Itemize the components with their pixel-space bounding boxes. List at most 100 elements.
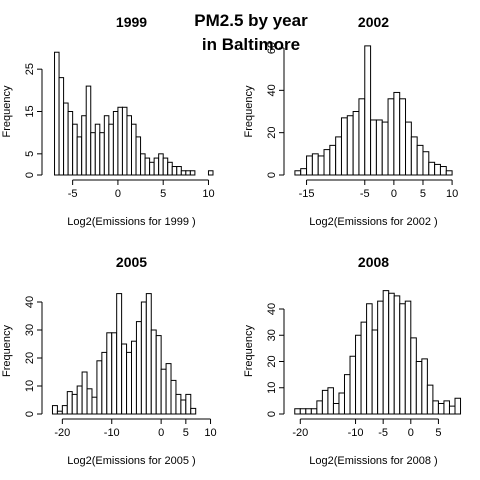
histogram-bar [61, 405, 68, 415]
y-tick-label: 20 [24, 352, 36, 364]
y-tick-label: 10 [24, 380, 36, 392]
x-tick-label: -5 [360, 188, 370, 200]
y-tick-label: 40 [24, 296, 36, 308]
histogram-bar [99, 132, 105, 176]
histogram-bar [185, 170, 191, 176]
y-axis-label: Frequency [243, 325, 255, 377]
histogram-bar [360, 321, 368, 415]
histogram-bar [150, 329, 157, 415]
histogram-bar [388, 292, 395, 415]
histogram-bar [366, 303, 373, 415]
histogram-bar [311, 153, 319, 176]
x-tick-label: -5 [68, 188, 78, 200]
x-tick-label: 5 [435, 427, 441, 439]
histogram-bar [343, 374, 351, 415]
x-tick-label: -15 [299, 188, 315, 200]
histogram-bar [432, 400, 439, 415]
histogram-bar [66, 391, 73, 415]
figure-title-line1: PM2.5 by year [194, 11, 308, 30]
histogram-bar [399, 303, 406, 415]
x-axis-label: Log2(Emissions for 2002 ) [309, 216, 437, 228]
histogram-bar [393, 295, 401, 415]
histogram-bar [56, 410, 63, 415]
x-axis-label: Log2(Emissions for 2008 ) [309, 455, 437, 467]
x-tick-label: 0 [391, 188, 397, 200]
histogram-bar [190, 407, 197, 415]
histogram-bar [176, 166, 182, 176]
histogram-bar [305, 408, 312, 415]
y-tick-label: 20 [266, 127, 278, 139]
y-axis-label: Frequency [1, 325, 13, 377]
histogram-bar [340, 117, 348, 176]
histogram-bar [91, 396, 98, 415]
histogram-bar [103, 115, 110, 176]
histogram-bar [121, 106, 128, 176]
histogram-bar [81, 371, 88, 415]
histogram-bar [410, 337, 417, 415]
histogram-bar [189, 170, 196, 176]
histogram-bar [404, 300, 412, 415]
histogram-bar [135, 136, 142, 176]
histogram-bar [306, 155, 313, 176]
histogram-bar [126, 115, 133, 176]
histogram-bar [335, 136, 342, 176]
histogram-bar [185, 393, 192, 415]
histogram-bar [90, 132, 96, 176]
histogram-bar [421, 358, 428, 415]
histogram-bar [155, 335, 162, 415]
x-tick-label: 10 [202, 188, 214, 200]
histogram-bar [375, 119, 383, 176]
histogram-panel-2002: -15 -5 0 5 10 0 20 40 60 2002 Log2(Emissions for 2… [243, 14, 458, 228]
histogram-bar [439, 166, 447, 176]
y-tick-label: 40 [266, 303, 278, 315]
histogram-bar [410, 136, 418, 176]
histogram-bar [85, 85, 92, 176]
y-tick-label: 0 [24, 411, 36, 417]
y-tick-label: 0 [24, 172, 36, 178]
histogram-bar [111, 332, 118, 415]
y-tick-label: 25 [24, 63, 36, 75]
histogram-bar [149, 161, 155, 176]
histogram-bar [96, 360, 103, 415]
histogram-bar [294, 170, 302, 176]
histogram-bar [437, 403, 445, 415]
y-tick-label: 0 [266, 411, 278, 417]
histogram-bar [160, 368, 167, 415]
x-tick-label: 10 [204, 427, 216, 439]
histogram-bar [145, 293, 152, 415]
x-tick-label: -20 [54, 427, 70, 439]
y-tick-label: 10 [266, 382, 278, 394]
histogram-bar [377, 300, 384, 415]
histogram-bar [121, 343, 128, 415]
histogram-bar [399, 98, 407, 176]
histogram-bar [329, 144, 337, 176]
histogram-bar [165, 363, 172, 415]
x-tick-label: -5 [378, 427, 388, 439]
histogram-bar [321, 389, 329, 415]
y-tick-label: 5 [24, 151, 36, 157]
histogram-bar [106, 332, 113, 415]
histogram-bar [428, 161, 436, 176]
y-tick-label: 60 [266, 42, 278, 54]
histogram-bar [393, 91, 401, 176]
histogram-bar [371, 329, 379, 415]
x-axis-label: Log2(Emissions for 1999 ) [67, 216, 195, 228]
x-tick-label: 0 [408, 427, 414, 439]
histogram-bar [131, 123, 137, 176]
panel-title: 2005 [116, 254, 147, 270]
histogram-bar [140, 153, 146, 176]
panel-title: 2008 [358, 254, 389, 270]
histogram-bar [416, 144, 424, 176]
histogram-bar [170, 379, 177, 415]
histogram-panels: -5 0 5 10 0 5 15 25 1999 Log2(Emissions for 1999 … [1, 14, 462, 467]
x-tick-label: 5 [420, 188, 426, 200]
histogram-bar [180, 399, 187, 415]
histogram-bar [327, 387, 334, 415]
histogram-bar [294, 408, 301, 415]
x-tick-label: -10 [348, 427, 364, 439]
histogram-bar [370, 119, 377, 176]
y-tick-label: 30 [266, 329, 278, 341]
y-tick-label: 0 [266, 172, 278, 178]
histogram-bar [117, 106, 123, 176]
histogram-panel-2008: -20 -10 -5 0 5 0 10 20 30 40 2008 Log2(Emissions fo… [243, 254, 462, 467]
